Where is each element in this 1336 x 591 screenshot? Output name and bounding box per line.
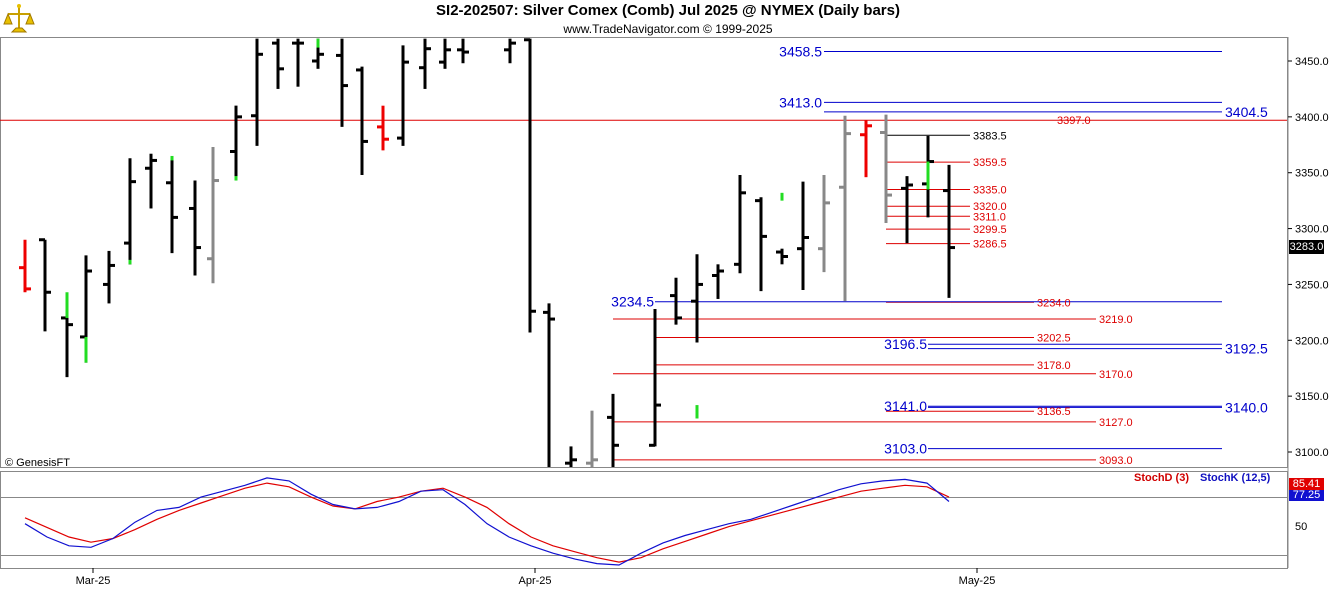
- ohlc-bar: [356, 66, 368, 175]
- level-lines: [613, 51, 1222, 461]
- trade-navigator-logo-icon: [3, 4, 35, 33]
- ohlc-bar: [712, 264, 724, 299]
- red-level-label: 3127.0: [1099, 417, 1133, 429]
- price-bars: [19, 38, 955, 467]
- ohlc-bar: [670, 277, 682, 325]
- ohlc-bar: [230, 105, 242, 179]
- red-level-label: 3202.5: [1037, 332, 1071, 344]
- stoch-d-legend: StochD (3): [1134, 472, 1189, 484]
- ohlc-bar: [457, 38, 469, 64]
- red-level-label: 3136.5: [1037, 406, 1071, 418]
- blue-level-label: 3140.0: [1225, 399, 1268, 415]
- ohlc-bar: [207, 147, 219, 284]
- ohlc-bar: [755, 197, 767, 292]
- red-level-label: 3383.5: [973, 130, 1007, 142]
- level-labels: 3397.0 3383.5 3359.5 3335.0 3320.03311.03299…: [611, 44, 1268, 467]
- red-level-label: 3286.5: [973, 239, 1007, 251]
- ohlc-bar: [419, 38, 431, 89]
- ohlc-bar: [649, 309, 661, 447]
- ohlc-bar: [336, 38, 348, 127]
- red-level-label: 3299.5: [973, 224, 1007, 236]
- red-level-label: 3093.0: [1099, 455, 1133, 467]
- y-tick-label: 3200.0: [1295, 335, 1329, 347]
- ohlc-bar: [565, 446, 577, 467]
- red-level-label: 3320.0: [973, 201, 1007, 213]
- red-level-label: 3359.5: [973, 157, 1007, 169]
- ohlc-bar: [524, 38, 536, 333]
- chart-frame: [0, 37, 1289, 569]
- ohlc-bar: [776, 248, 788, 265]
- ohlc-bar: [734, 174, 746, 274]
- x-tick-label: May-25: [959, 575, 996, 587]
- stoch-tick-50: 50: [1295, 521, 1307, 533]
- blue-level-label: 3196.5: [884, 336, 927, 352]
- last-price-tag: 3283.0: [1289, 240, 1324, 254]
- copyright-label: © GenesisFT: [5, 457, 70, 469]
- y-tick-label: 3150.0: [1295, 391, 1329, 403]
- red-level-label: 3335.0: [973, 184, 1007, 196]
- ohlc-bar: [145, 153, 157, 209]
- stoch-d-value-tag: 85.41: [1289, 478, 1324, 491]
- stoch-k-legend: StochK (12,5): [1200, 472, 1271, 484]
- stoch-d-line: [24, 482, 950, 563]
- red-level-label: 3170.0: [1099, 369, 1133, 381]
- ohlc-bar: [607, 393, 619, 467]
- ohlc-bar: [166, 155, 178, 254]
- ohlc-bar: [103, 250, 115, 304]
- ohlc-bar: [543, 303, 555, 467]
- ohlc-bar: [943, 164, 955, 298]
- ohlc-bar: [586, 410, 598, 467]
- y-tick-label: 3450.0: [1295, 56, 1329, 68]
- chart-subtitle: www.TradeNavigator.com © 1999-2025: [563, 22, 773, 36]
- ohlc-bar: [292, 38, 304, 87]
- ohlc-bar: [251, 38, 263, 146]
- stoch-panel-border: [0, 471, 1288, 569]
- stoch-k-value-tag: 77.25: [1289, 490, 1324, 501]
- red-level-label: 3178.0: [1037, 360, 1071, 372]
- ohlc-bar: [797, 181, 809, 291]
- y-tick-label: 3250.0: [1295, 279, 1329, 291]
- blue-level-label: 3141.0: [884, 398, 927, 414]
- ohlc-bar: [19, 239, 31, 293]
- x-axis-ticks: Mar-25 Apr-25 May-25: [76, 568, 996, 587]
- ohlc-bar: [124, 158, 136, 265]
- y-tick-label: 3400.0: [1295, 112, 1329, 124]
- ohlc-bar: [377, 105, 389, 151]
- ohlc-bar: [39, 238, 51, 332]
- blue-level-label: 3192.5: [1225, 341, 1268, 357]
- ohlc-bar: [860, 120, 872, 178]
- y-tick-label: 3100.0: [1295, 447, 1329, 459]
- ohlc-bar: [901, 176, 913, 244]
- blue-level-label: 3103.0: [884, 441, 927, 457]
- y-axis-ticks: 3100.0 3150.0 3200.0 3250.0 3300.0 3350.0 3400…: [1288, 56, 1329, 459]
- ohlc-bar: [189, 180, 201, 276]
- ohlc-bar: [272, 38, 284, 89]
- x-tick-label: Mar-25: [76, 575, 111, 587]
- blue-level-label: 3404.5: [1225, 104, 1268, 120]
- red-level-label: 3311.0: [973, 211, 1006, 223]
- ohlc-bar: [439, 38, 451, 69]
- ohlc-bar: [818, 174, 830, 273]
- chart-title: SI2-202507: Silver Comex (Comb) Jul 2025…: [436, 2, 900, 19]
- red-level-label: 3397.0: [1057, 115, 1091, 127]
- blue-level-label: 3458.5: [779, 44, 822, 60]
- x-tick-label: Apr-25: [518, 575, 551, 587]
- y-tick-label: 3300.0: [1295, 224, 1329, 236]
- stochastic-panel: [24, 477, 950, 566]
- ohlc-bar: [397, 45, 409, 146]
- ohlc-bar: [880, 114, 892, 223]
- red-level-label: 3219.0: [1099, 314, 1133, 326]
- ohlc-bar: [691, 254, 703, 343]
- red-level-label: 3234.0: [1037, 297, 1071, 309]
- ohlc-bar: [839, 115, 851, 302]
- blue-level-label: 3234.5: [611, 294, 654, 310]
- stoch-k-line: [24, 477, 950, 566]
- ohlc-bar: [504, 38, 516, 64]
- blue-level-label: 3413.0: [779, 94, 822, 110]
- y-tick-label: 3350.0: [1295, 168, 1329, 180]
